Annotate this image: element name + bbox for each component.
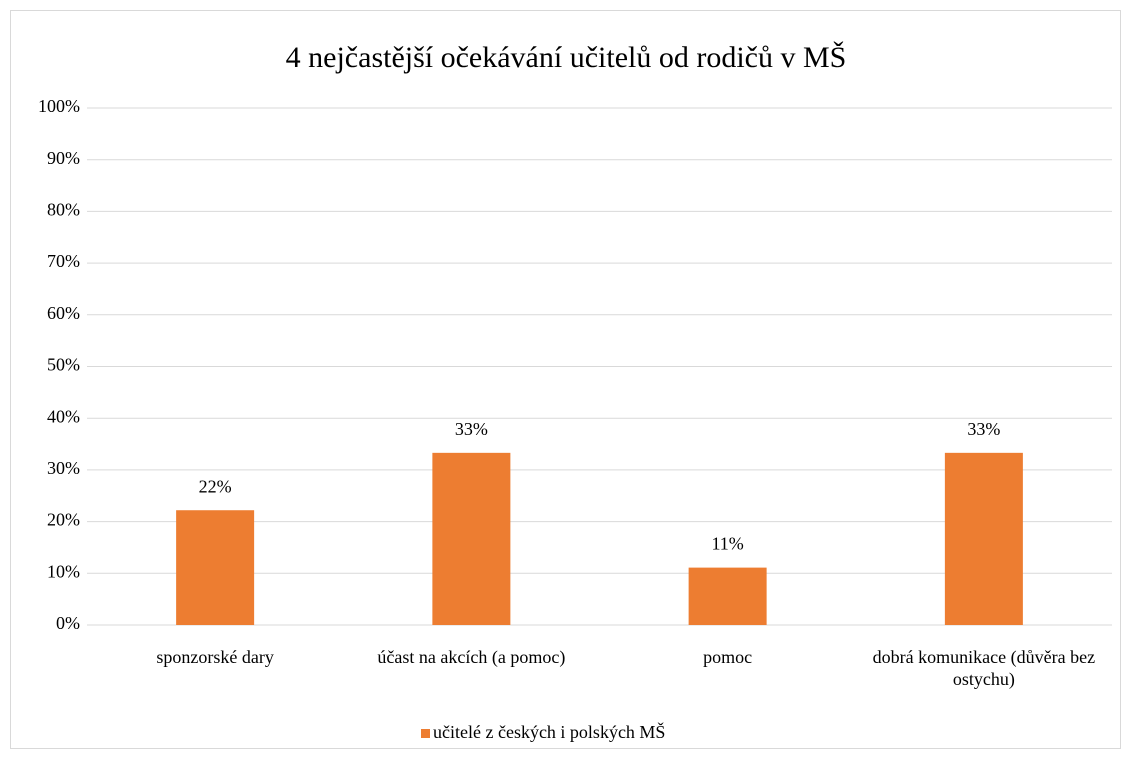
legend-swatch [421,729,430,738]
legend-label: učitelé z českých i polských MŠ [433,721,665,742]
y-tick-label: 80% [47,200,80,220]
bar [944,452,1023,625]
x-tick-label: účast na akcích (a pomoc) [377,647,566,667]
y-tick-label: 90% [47,148,80,168]
y-tick-label: 70% [47,251,80,271]
y-tick-label: 30% [47,458,80,478]
y-tick-label: 50% [47,355,80,375]
bar [432,452,511,625]
data-label: 33% [455,419,488,439]
bar [176,510,255,625]
y-tick-label: 40% [47,406,80,426]
x-tick-label: sponzorské dary [156,647,274,667]
x-tick-label: pomoc [703,647,753,667]
y-tick-label: 20% [47,510,80,530]
data-label: 11% [711,534,743,554]
chart-title: 4 nejčastější očekávání učitelů od rodič… [286,41,847,74]
chart-border [10,10,1121,749]
y-tick-label: 0% [56,613,80,633]
y-tick-label: 10% [47,561,80,581]
bar [688,567,767,625]
y-tick-label: 100% [38,96,80,116]
data-label: 22% [199,476,232,496]
data-label: 33% [967,419,1000,439]
x-tick-label: dobrá komunikace (důvěra bez ostychu) [872,647,1096,689]
y-tick-label: 60% [47,303,80,323]
